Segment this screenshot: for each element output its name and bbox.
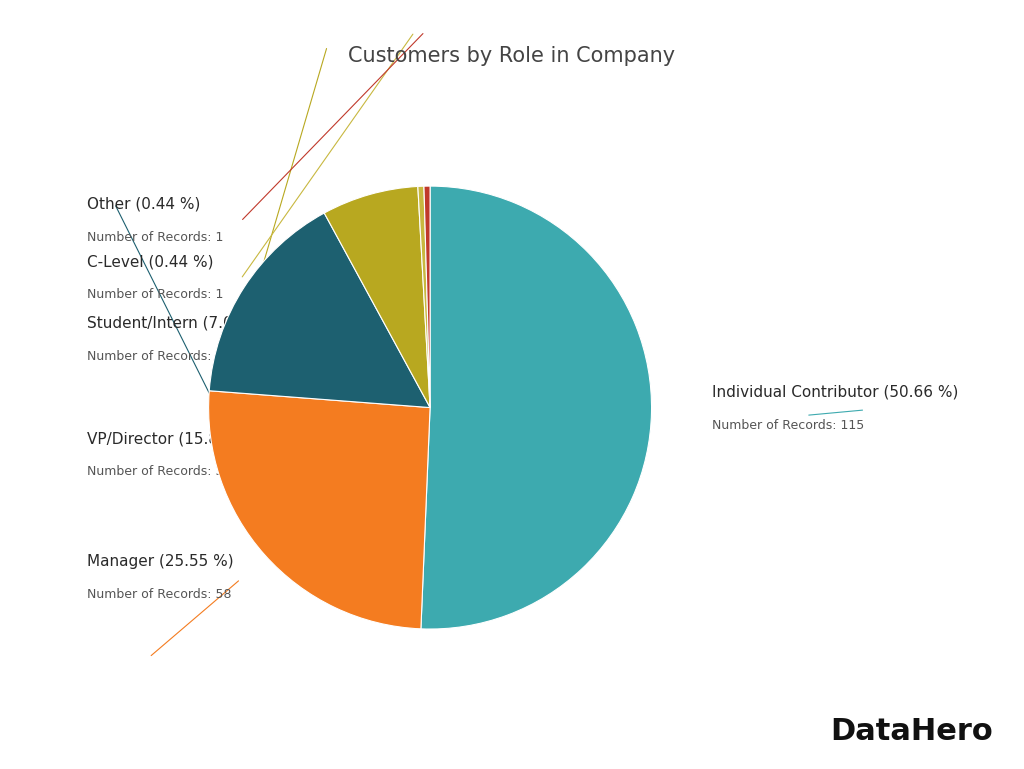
Text: Number of Records: 115: Number of Records: 115 xyxy=(712,419,864,432)
Text: DataHero: DataHero xyxy=(830,717,993,746)
Text: Number of Records: 36: Number of Records: 36 xyxy=(87,465,231,478)
Text: Student/Intern (7.05 %): Student/Intern (7.05 %) xyxy=(87,315,267,331)
Text: Number of Records: 58: Number of Records: 58 xyxy=(87,588,231,601)
Text: Manager (25.55 %): Manager (25.55 %) xyxy=(87,554,233,569)
Wedge shape xyxy=(209,213,430,408)
Text: Other (0.44 %): Other (0.44 %) xyxy=(87,196,201,211)
Wedge shape xyxy=(325,186,430,408)
Text: VP/Director (15.86 %): VP/Director (15.86 %) xyxy=(87,431,253,446)
Text: Individual Contributor (50.66 %): Individual Contributor (50.66 %) xyxy=(712,384,958,400)
Text: Number of Records: 16: Number of Records: 16 xyxy=(87,350,231,363)
Text: Number of Records: 1: Number of Records: 1 xyxy=(87,231,223,244)
Wedge shape xyxy=(424,186,430,408)
Text: Customers by Role in Company: Customers by Role in Company xyxy=(348,46,676,66)
Text: Number of Records: 1: Number of Records: 1 xyxy=(87,288,223,301)
Wedge shape xyxy=(418,186,430,408)
Wedge shape xyxy=(421,186,651,629)
Text: C-Level (0.44 %): C-Level (0.44 %) xyxy=(87,254,214,269)
Wedge shape xyxy=(209,391,430,629)
